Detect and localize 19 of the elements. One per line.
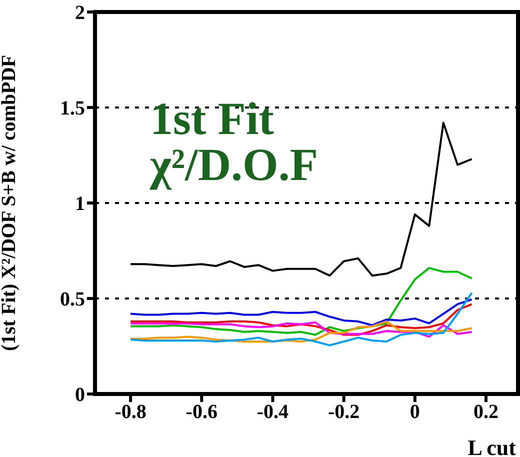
y-tick-label: 1.5 <box>60 98 85 120</box>
y-tick-label: 0 <box>75 384 85 406</box>
x-axis-title: L cut <box>468 435 517 457</box>
y-tick-label: 0.5 <box>60 288 85 311</box>
y-tick-label: 1 <box>75 193 85 216</box>
line-series <box>130 303 473 336</box>
x-tick-label: -0.6 <box>186 401 218 424</box>
y-axis-title: (1st Fit) X²/DOF S+B w/ combPDF <box>0 54 20 352</box>
x-tick-label: -0.4 <box>256 401 289 424</box>
line-series <box>130 292 473 346</box>
line-series <box>130 321 473 338</box>
x-tick-label: 0.2 <box>474 401 499 424</box>
x-tick-label: 0 <box>410 401 420 424</box>
y-tick-label: 2 <box>75 2 85 24</box>
line-series <box>130 266 473 336</box>
line-series <box>130 298 473 326</box>
x-tick-label: -0.8 <box>114 401 146 424</box>
x-tick-label: -0.2 <box>328 401 360 424</box>
line-series <box>130 320 473 342</box>
